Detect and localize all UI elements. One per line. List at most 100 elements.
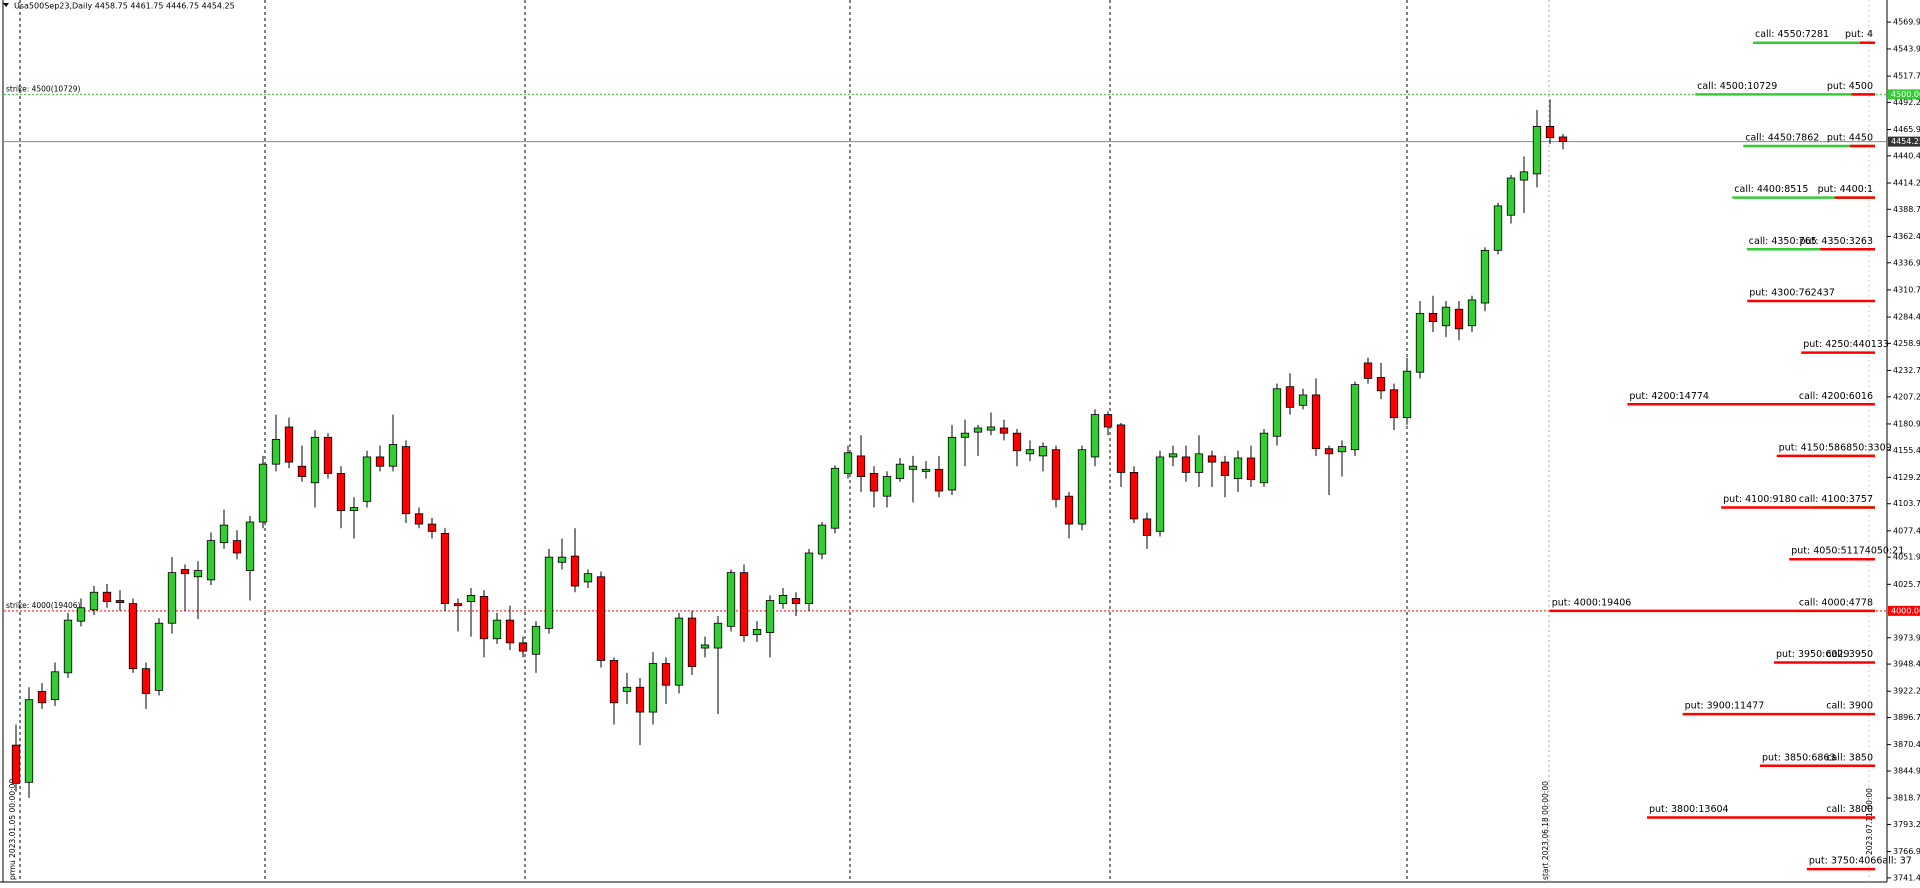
level-label: call: 4500:10729	[1697, 81, 1777, 92]
candle-body	[596, 576, 606, 661]
candle-body	[648, 663, 658, 713]
candle-body	[1259, 432, 1269, 484]
candle-body	[544, 556, 554, 629]
y-tick-label: 3870.45	[1893, 740, 1920, 749]
candle-body	[687, 617, 697, 668]
candle-body	[973, 427, 983, 433]
candle-body	[570, 555, 580, 587]
candle-body	[583, 573, 593, 583]
y-tick-label: 4180.95	[1893, 419, 1920, 428]
candle-body	[388, 444, 398, 467]
y-tick-label: 4310.70	[1893, 285, 1920, 294]
level-label: call: 4000:4778	[1799, 597, 1873, 608]
candle-body	[1558, 136, 1568, 143]
candle-body	[362, 456, 372, 502]
level-label: put: 3950:6029	[1776, 649, 1850, 660]
y-tick-label: 3818.70	[1893, 794, 1920, 803]
candle-body	[947, 436, 957, 491]
candle-body	[1545, 125, 1555, 139]
level-label: call: 3900	[1826, 701, 1873, 712]
level-label: put: 3900:11477	[1685, 701, 1765, 712]
level-label: call: 3850	[1826, 752, 1873, 763]
candle-body	[1129, 472, 1139, 520]
candle-body	[167, 572, 177, 624]
candle-body	[778, 594, 788, 605]
candle-body	[24, 699, 34, 783]
candle-body	[1051, 449, 1061, 500]
y-tick-label: 4207.20	[1893, 392, 1920, 401]
candle-body	[1116, 424, 1126, 473]
candle-body	[1506, 177, 1516, 216]
candle-body	[557, 556, 567, 563]
candle-body	[1220, 461, 1230, 476]
candle-body	[37, 691, 47, 704]
level-label: call: 4400:8515	[1734, 184, 1808, 195]
candle-body	[531, 625, 541, 655]
candle-body	[1519, 171, 1529, 181]
candle-body	[1246, 457, 1256, 481]
strike-badge	[1888, 89, 1920, 100]
y-tick-label: 3896.70	[1893, 713, 1920, 722]
y-tick-label: 4025.70	[1893, 580, 1920, 589]
candle-body	[492, 619, 502, 640]
level-label: put: 3750:4066all: 37	[1809, 856, 1912, 867]
candle-body	[1402, 370, 1412, 419]
candle-body	[518, 642, 528, 652]
candle-body	[336, 473, 346, 512]
candle-body	[882, 476, 892, 497]
candle-body	[752, 629, 762, 636]
strike-badge	[1888, 605, 1920, 616]
candle-body	[1142, 518, 1152, 536]
y-tick-label: 3793.20	[1893, 820, 1920, 829]
chart-title: Usa500Sep23,Daily 4458.75 4461.75 4446.7…	[14, 2, 235, 11]
y-tick-label: 4284.45	[1893, 313, 1920, 322]
candle-body	[1376, 376, 1386, 392]
level-label: call: 4550:7281	[1755, 29, 1829, 40]
level-label: put: 4050:51174050:21	[1791, 546, 1904, 557]
candle-body	[1285, 386, 1295, 408]
y-tick-label: 4129.20	[1893, 473, 1920, 482]
candle-body	[1389, 389, 1399, 419]
price-badge-label: 4454.25	[1891, 137, 1920, 146]
level-label: call: 4200:6016	[1799, 391, 1873, 402]
level-label: put: 4450	[1827, 133, 1873, 144]
y-tick-label: 3844.95	[1893, 767, 1920, 776]
candle-body	[414, 513, 424, 525]
candle-body	[63, 619, 73, 674]
date-label: prmu 2023.01.05 00:00:00	[8, 779, 17, 880]
candle-body	[128, 603, 138, 670]
candle-body	[635, 686, 645, 713]
candle-body	[141, 668, 151, 694]
candle-body	[401, 446, 411, 515]
candle-body	[1454, 308, 1464, 330]
candle-body	[245, 521, 255, 571]
level-label: call: 3950	[1826, 649, 1873, 660]
y-tick-label: 4492.20	[1893, 98, 1920, 107]
candle-body	[1207, 455, 1217, 463]
candle-body	[1181, 456, 1191, 473]
candle-body	[1441, 306, 1451, 327]
candle-body	[1350, 384, 1360, 451]
candle-body	[765, 600, 775, 633]
candle-body	[1298, 394, 1308, 406]
y-tick-label: 4232.70	[1893, 366, 1920, 375]
candle-body	[50, 671, 60, 701]
level-label: put: 4150:586850:3309	[1779, 442, 1892, 453]
candle-body	[622, 686, 632, 692]
y-tick-label: 4077.45	[1893, 526, 1920, 535]
candle-body	[1480, 249, 1490, 304]
y-tick-label: 3741.45	[1893, 873, 1920, 882]
candle-body	[1324, 448, 1334, 455]
candle-body	[102, 591, 112, 602]
candle-body	[310, 436, 320, 484]
level-label: put: 4250:440133	[1803, 339, 1889, 350]
level-label: put: 4300:762437	[1749, 287, 1835, 298]
candle-body	[232, 540, 242, 554]
candle-body	[115, 600, 125, 603]
level-label: put: 4100:9180	[1723, 494, 1797, 505]
y-tick-label: 4517.70	[1893, 72, 1920, 81]
strike-badge-label: 4500.00	[1891, 90, 1920, 99]
collapse-icon	[3, 3, 9, 7]
candle-body	[986, 426, 996, 431]
